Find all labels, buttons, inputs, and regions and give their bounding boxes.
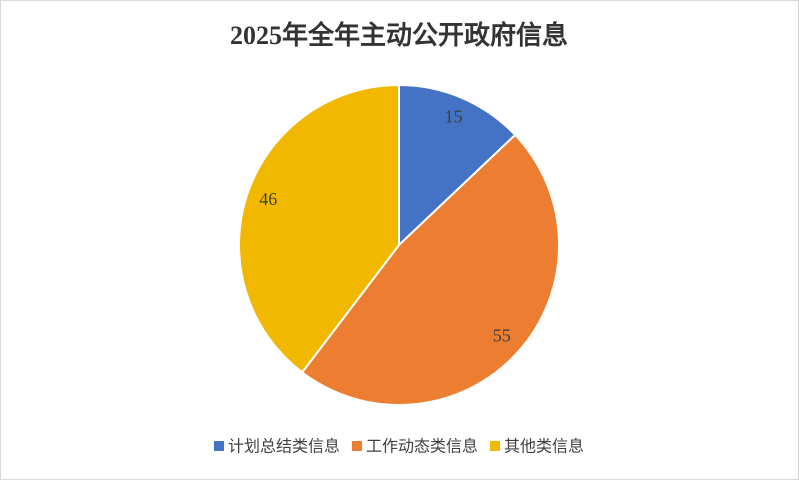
legend-swatch bbox=[490, 441, 501, 451]
legend-label: 计划总结类信息 bbox=[228, 437, 340, 456]
legend-label: 工作动态类信息 bbox=[366, 437, 478, 456]
pie-slice bbox=[398, 83, 517, 248]
pie-slice bbox=[238, 83, 400, 374]
legend-label: 其他类信息 bbox=[504, 437, 584, 456]
data-label: 46 bbox=[259, 189, 277, 209]
legend-swatch bbox=[213, 441, 224, 451]
chart-title: 2025年全年主动公开政府信息 bbox=[230, 20, 568, 50]
pie-slice bbox=[300, 133, 560, 406]
legend-swatch bbox=[351, 441, 362, 451]
data-label: 55 bbox=[493, 325, 511, 345]
data-label: 15 bbox=[445, 106, 463, 126]
